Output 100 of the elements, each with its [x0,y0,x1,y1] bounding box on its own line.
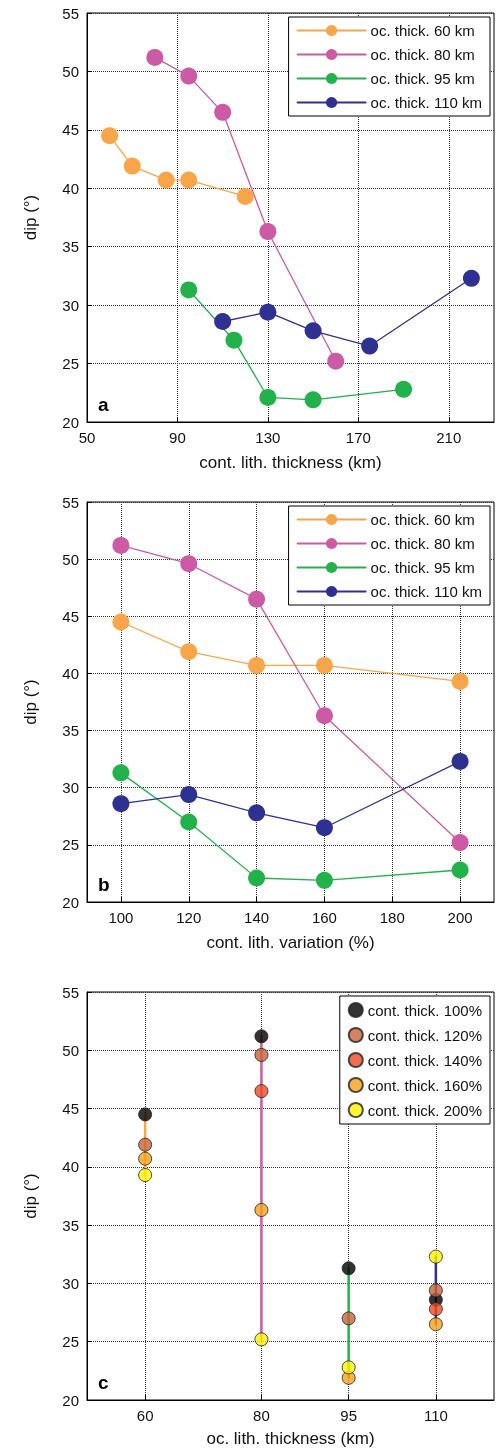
point [146,48,164,66]
annotation: b [98,874,110,895]
point [248,590,266,608]
point [180,643,198,661]
point [259,388,277,406]
x-tick-label: 50 [78,429,96,446]
x-tick-label: 210 [436,429,462,446]
point [248,804,266,822]
legend-label: oc. thick. 95 km [370,559,475,576]
y-tick-label: 20 [62,413,79,431]
legend-label: oc. thick. 110 km [370,94,483,111]
y-tick-label: 20 [62,1391,79,1409]
y-tick-label: 35 [62,238,79,256]
y-tick-label: 30 [62,1274,79,1292]
point [101,127,119,145]
y-tick-label: 55 [62,983,79,1001]
y-tick-label: 35 [62,722,79,740]
x-tick-label: 90 [169,429,186,446]
point [180,786,198,804]
y-tick-label: 25 [62,836,79,854]
point [451,752,469,770]
point [254,1202,269,1217]
point [428,1283,443,1298]
point [304,391,322,409]
y-tick-label: 30 [62,779,79,797]
point [451,861,469,879]
x-axis-title: oc. lith. thickness (km) [206,1429,375,1448]
point [214,103,232,121]
y-tick-label: 50 [62,550,79,568]
legend-label: oc. thick. 80 km [370,535,475,552]
legend-label: cont. thick. 140% [367,1051,483,1069]
legend-label: oc. thick. 60 km [370,22,475,39]
point [180,171,198,189]
y-tick-label: 50 [62,62,79,80]
x-tick-label: 80 [253,1407,270,1424]
point [254,1029,269,1044]
point [180,67,198,85]
point [112,536,130,554]
y-tick-label: 35 [62,1216,79,1234]
x-tick-label: 60 [136,1407,154,1424]
legend-label: oc. thick. 60 km [370,511,475,528]
point [315,819,333,837]
x-axis-title: cont. lith. variation (%) [206,933,375,952]
x-tick-label: 170 [345,429,371,446]
point [138,1168,153,1183]
point [112,795,130,813]
y-tick-label: 40 [62,179,79,197]
x-tick-label: 140 [244,909,270,926]
legend-label: cont. thick. 100% [367,1001,483,1019]
x-tick-label: 160 [311,909,337,926]
point [112,764,130,782]
x-axis-title: cont. lith. thickness (km) [199,453,382,472]
y-tick-label: 55 [62,493,79,511]
legend-label: cont. thick. 120% [367,1026,483,1044]
point [123,157,141,175]
y-tick-label: 50 [62,1041,79,1059]
point [361,337,379,355]
point [428,1317,443,1332]
point [180,555,198,573]
annotation: a [98,394,109,415]
legend-label: cont. thick. 200% [367,1101,483,1119]
point [341,1311,356,1326]
y-tick-label: 45 [62,121,79,139]
y-tick-label: 45 [62,607,79,625]
point [112,613,130,631]
x-tick-label: 110 [423,1407,448,1424]
point [138,1107,153,1122]
point [327,352,345,370]
point [157,171,175,189]
legend-label: oc. thick. 80 km [370,46,475,63]
point [254,1047,269,1062]
x-tick-label: 180 [379,909,405,926]
point [451,834,469,852]
x-tick-label: 130 [255,429,281,446]
x-tick-label: 200 [447,909,473,926]
point [259,223,277,241]
y-tick-label: 20 [62,893,79,911]
point [254,1332,269,1347]
y-tick-label: 30 [62,296,79,314]
point [180,813,198,831]
y-axis-title: dip (°) [21,194,40,241]
point [254,1084,269,1099]
legend-label: oc. thick. 110 km [370,583,483,600]
x-tick-label: 100 [108,909,134,926]
point [248,869,266,887]
point [315,656,333,674]
point [428,1249,443,1264]
point [451,672,469,690]
y-tick-label: 25 [62,1333,79,1351]
point [315,707,333,725]
point [259,303,277,321]
point [180,281,198,299]
y-tick-label: 55 [62,4,79,22]
point [214,313,232,330]
y-tick-label: 40 [62,1158,79,1176]
y-tick-label: 45 [62,1100,79,1118]
point [138,1151,153,1166]
legend-label: cont. thick. 160% [367,1076,483,1094]
point [225,331,243,349]
legend-label: oc. thick. 95 km [370,70,475,87]
